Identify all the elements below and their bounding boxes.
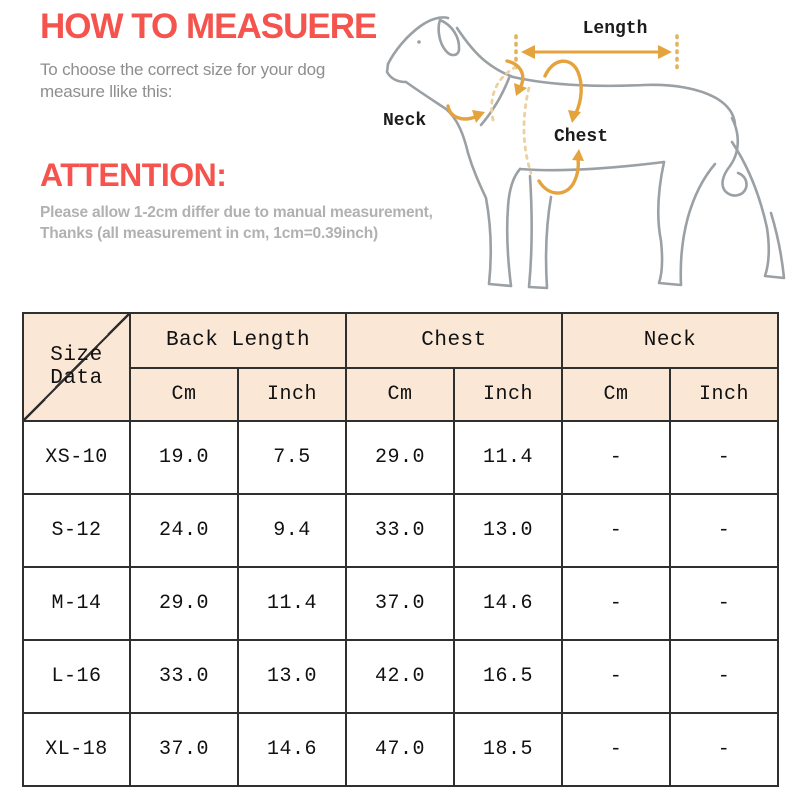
unit-header-back-length-cm: Cm	[129, 367, 239, 422]
size-value: -	[561, 712, 671, 787]
dog-harness-line	[479, 76, 511, 127]
size-value: -	[561, 420, 671, 495]
table-row: M-14 29.0 11.4 37.0 14.6- -	[22, 566, 779, 641]
size-value: 33.0	[345, 493, 455, 568]
size-value: 42.0	[345, 639, 455, 714]
chest-lower-arc-arrow	[537, 157, 580, 195]
size-table-header: Size Data Back Length Chest Neck Cm Inch…	[22, 312, 779, 422]
length-label: Length	[583, 19, 648, 39]
size-value: -	[561, 566, 671, 641]
attention-note: Please allow 1-2cm differ due to manual …	[40, 202, 433, 245]
neck-label: Neck	[383, 111, 426, 131]
table-row: XL-18 37.0 14.6 47.0 18.5- -	[22, 712, 779, 787]
size-value: -	[669, 493, 779, 568]
subtitle-line1: To choose the correct size for your dog	[40, 60, 326, 79]
size-label: L-16	[22, 639, 131, 714]
dog-outline	[385, 16, 786, 290]
size-label: S-12	[22, 493, 131, 568]
size-value: 9.4	[237, 493, 347, 568]
unit-header-chest-inch: Inch	[453, 367, 563, 422]
size-value: 13.0	[453, 493, 563, 568]
unit-header-neck-inch: Inch	[669, 367, 779, 422]
size-value: -	[561, 493, 671, 568]
chest-lower-arrowhead-icon	[572, 149, 584, 161]
size-label: XL-18	[22, 712, 131, 787]
attention-line2: Thanks (all measurement in cm, 1cm=0.39i…	[40, 225, 378, 243]
size-table-body: XS-10 19.0 7.5 29.0 11.4- - S-12 24.0 9.4 33.0 13.…	[22, 420, 779, 787]
table-row: L-16 33.0 13.0 42.0 16.5- -	[22, 639, 779, 714]
size-value: -	[561, 639, 671, 714]
subtitle: To choose the correct size for your dog …	[40, 59, 325, 104]
unit-header-back-length-inch: Inch	[237, 367, 347, 422]
size-value: -	[669, 712, 779, 787]
size-value: 14.6	[237, 712, 347, 787]
size-value: 29.0	[345, 420, 455, 495]
dog-measurement-diagram: Length Neck Chest	[383, 16, 786, 290]
column-group-neck: Neck	[561, 312, 779, 369]
withers-arrowhead-icon	[514, 83, 527, 96]
size-label: XS-10	[22, 420, 131, 495]
size-table-corner: Size Data	[22, 312, 131, 422]
size-label: M-14	[22, 566, 131, 641]
column-group-row: Size Data Back Length Chest Neck	[22, 312, 779, 422]
size-value: 24.0	[129, 493, 239, 568]
neck-arrow	[446, 104, 477, 121]
chest-upper-arrowhead-icon	[568, 110, 581, 123]
size-value: 11.4	[453, 420, 563, 495]
chest-upper-arc-arrow	[543, 59, 583, 115]
length-arrowhead-left-icon	[521, 45, 535, 59]
size-value: 11.4	[237, 566, 347, 641]
measurement-annotations	[446, 34, 679, 195]
chest-dashed-line	[522, 86, 533, 175]
size-value: 7.5	[237, 420, 347, 495]
size-value: -	[669, 639, 779, 714]
size-value: -	[669, 566, 779, 641]
column-group-chest: Chest	[345, 312, 563, 369]
table-row: XS-10 19.0 7.5 29.0 11.4- -	[22, 420, 779, 495]
subtitle-line2: measure llike this:	[40, 82, 173, 102]
size-value: 16.5	[453, 639, 563, 714]
size-value: 19.0	[129, 420, 239, 495]
column-group-back-length: Back Length	[129, 312, 347, 369]
size-value: 18.5	[453, 712, 563, 787]
unit-header-row: Cm Inch Cm Inch Cm Inch	[23, 367, 779, 422]
dog-eye	[417, 40, 421, 44]
attention-heading: ATTENTION:	[40, 157, 227, 193]
neck-dashed-arc	[490, 65, 518, 122]
dog-ear	[437, 18, 461, 57]
size-value: 33.0	[129, 639, 239, 714]
size-table: Size Data Back Length Chest Neck Cm Inch…	[22, 312, 779, 787]
size-value: 13.0	[237, 639, 347, 714]
chest-label: Chest	[554, 127, 608, 147]
size-value: 37.0	[129, 712, 239, 787]
page-title: HOW TO MEASUERE	[40, 7, 377, 46]
size-value: 37.0	[345, 566, 455, 641]
size-value: 47.0	[345, 712, 455, 787]
withers-arrow	[505, 59, 525, 88]
size-value: -	[669, 420, 779, 495]
length-arrowhead-right-icon	[658, 45, 672, 59]
table-row: S-12 24.0 9.4 33.0 13.0- -	[22, 493, 779, 568]
dog-tail	[721, 116, 748, 197]
neck-arrowhead-icon	[472, 110, 485, 123]
size-value: 14.6	[453, 566, 563, 641]
unit-header-chest-cm: Cm	[345, 367, 455, 422]
unit-header-neck-cm: Cm	[561, 367, 671, 422]
attention-line1: Please allow 1-2cm differ due to manual …	[40, 204, 433, 221]
size-value: 29.0	[129, 566, 239, 641]
